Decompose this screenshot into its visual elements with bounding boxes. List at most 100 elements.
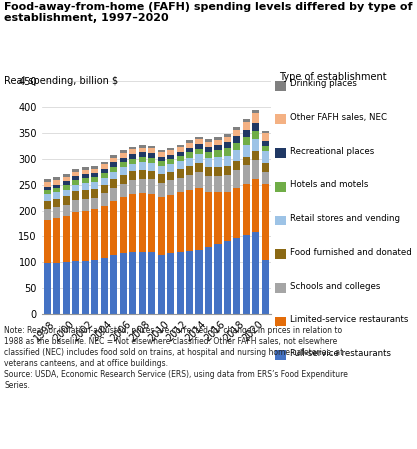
Bar (129, 194, 136, 252)
Bar (63, 185, 70, 190)
Bar (262, 133, 269, 141)
Bar (91, 189, 98, 198)
Text: Type of establishment: Type of establishment (279, 72, 387, 82)
Bar (72, 191, 79, 200)
Bar (205, 247, 212, 314)
Bar (120, 162, 127, 167)
Bar (138, 157, 146, 162)
Bar (138, 148, 146, 152)
Bar (44, 210, 51, 220)
Bar (214, 140, 221, 145)
Bar (243, 119, 250, 122)
Bar (205, 192, 212, 247)
Bar (205, 167, 212, 176)
Bar (148, 158, 155, 163)
Bar (186, 190, 193, 251)
Bar (186, 158, 193, 166)
Bar (82, 190, 89, 198)
Bar (129, 158, 136, 164)
Bar (224, 155, 231, 166)
Bar (91, 198, 98, 210)
Bar (205, 140, 212, 142)
Bar (53, 263, 60, 314)
Bar (234, 170, 241, 188)
Bar (72, 200, 79, 211)
Bar (158, 157, 165, 161)
Bar (196, 140, 203, 144)
Bar (234, 143, 241, 150)
Bar (138, 194, 146, 252)
Bar (110, 162, 117, 167)
Bar (205, 176, 212, 192)
Bar (167, 159, 174, 164)
Bar (44, 220, 51, 264)
Bar (224, 148, 231, 155)
Bar (148, 180, 155, 194)
Bar (82, 170, 89, 174)
Bar (72, 185, 79, 191)
Bar (53, 180, 60, 185)
Bar (262, 141, 269, 145)
Bar (120, 150, 127, 153)
Bar (214, 137, 221, 140)
Bar (53, 185, 60, 188)
Bar (53, 192, 60, 198)
Bar (186, 152, 193, 158)
Bar (63, 205, 70, 216)
Bar (243, 235, 250, 314)
Bar (252, 113, 259, 123)
Bar (224, 175, 231, 192)
Text: Schools and colleges: Schools and colleges (290, 282, 380, 291)
Bar (138, 145, 146, 148)
Bar (129, 164, 136, 171)
Bar (243, 184, 250, 235)
Bar (158, 166, 165, 174)
Bar (91, 168, 98, 173)
Bar (243, 130, 250, 137)
Bar (262, 145, 269, 151)
Bar (91, 260, 98, 314)
Bar (262, 131, 269, 133)
Bar (186, 143, 193, 148)
Bar (158, 197, 165, 255)
Bar (167, 155, 174, 159)
Bar (186, 251, 193, 314)
Bar (82, 211, 89, 261)
Bar (44, 201, 51, 210)
Text: Hotels and motels: Hotels and motels (290, 180, 368, 189)
Bar (63, 196, 70, 205)
Bar (252, 151, 259, 160)
Bar (63, 181, 70, 185)
Bar (196, 163, 203, 172)
Bar (110, 172, 117, 180)
Bar (243, 122, 250, 130)
Bar (252, 160, 259, 179)
Bar (158, 182, 165, 197)
Bar (110, 167, 117, 172)
Bar (234, 130, 241, 136)
Bar (186, 175, 193, 190)
Bar (138, 152, 146, 157)
Text: Food-away-from-home (FAFH) spending levels differed by type of: Food-away-from-home (FAFH) spending leve… (4, 2, 413, 12)
Bar (148, 145, 155, 148)
Bar (234, 161, 241, 170)
Bar (120, 253, 127, 314)
Bar (234, 127, 241, 130)
Bar (148, 252, 155, 314)
Bar (129, 171, 136, 180)
Text: Food furnished and donated: Food furnished and donated (290, 248, 412, 257)
Bar (72, 211, 79, 261)
Bar (234, 136, 241, 143)
Bar (262, 260, 269, 314)
Bar (110, 180, 117, 188)
Bar (63, 190, 70, 196)
Bar (72, 172, 79, 176)
Bar (252, 232, 259, 314)
Bar (224, 134, 231, 137)
Text: Other FAFH sales, NEC: Other FAFH sales, NEC (290, 113, 387, 122)
Bar (176, 156, 183, 161)
Bar (252, 179, 259, 232)
Bar (234, 150, 241, 161)
Bar (110, 155, 117, 158)
Bar (176, 147, 183, 152)
